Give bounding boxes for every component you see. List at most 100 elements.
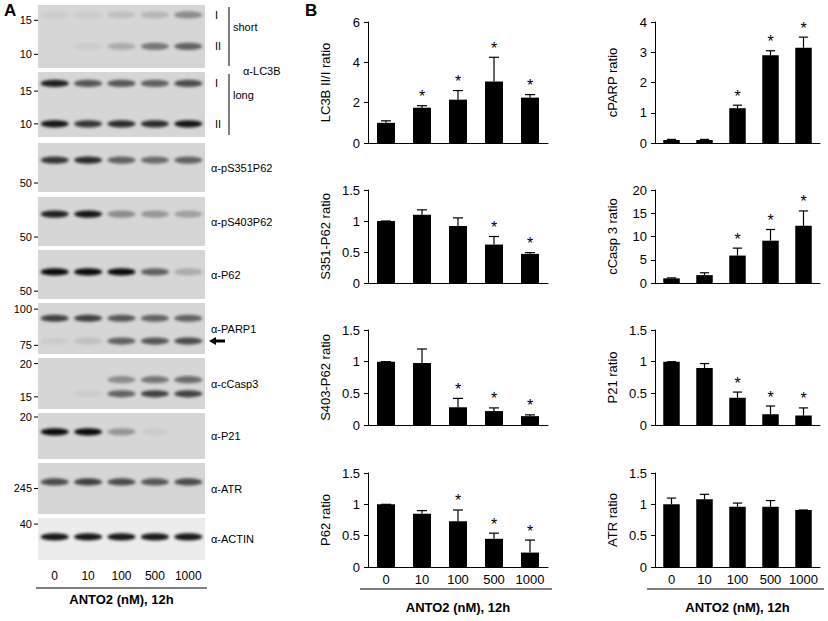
svg-text:15: 15 [20, 85, 32, 97]
svg-text:α-cCasp3: α-cCasp3 [211, 378, 258, 390]
svg-text:cPARP ratio: cPARP ratio [605, 48, 620, 118]
svg-text:1000: 1000 [175, 569, 202, 583]
svg-text:50: 50 [20, 231, 32, 243]
svg-text:4: 4 [353, 55, 360, 70]
svg-text:2: 2 [353, 95, 360, 110]
svg-text:1.5: 1.5 [342, 183, 360, 198]
svg-text:B: B [305, 1, 317, 20]
svg-text:6: 6 [353, 15, 360, 30]
svg-text:*: * [734, 88, 740, 105]
svg-text:*: * [527, 523, 533, 540]
svg-text:0: 0 [640, 560, 647, 575]
svg-text:0: 0 [640, 276, 647, 291]
svg-text:3: 3 [640, 45, 647, 60]
svg-text:1: 1 [640, 105, 647, 120]
svg-text:0: 0 [668, 572, 675, 587]
svg-text:20: 20 [633, 183, 647, 198]
svg-text:A: A [4, 1, 16, 20]
svg-text:short: short [233, 21, 257, 33]
svg-text:*: * [767, 389, 773, 406]
svg-text:*: * [527, 397, 533, 414]
svg-text:0.5: 0.5 [342, 245, 360, 260]
svg-text:*: * [527, 77, 533, 94]
svg-text:ANTO2 (nM), 12h: ANTO2 (nM), 12h [406, 600, 511, 615]
svg-text:15: 15 [633, 206, 647, 221]
svg-text:10: 10 [20, 118, 32, 130]
svg-text:0: 0 [640, 418, 647, 433]
svg-text:*: * [734, 231, 740, 248]
svg-text:1: 1 [353, 214, 360, 229]
svg-text:α-pS403P62: α-pS403P62 [211, 216, 272, 228]
svg-text:S351-P62 ratio: S351-P62 ratio [318, 193, 333, 280]
svg-text:1000: 1000 [789, 572, 818, 587]
svg-text:cCasp 3 ratio: cCasp 3 ratio [605, 198, 620, 275]
svg-text:50: 50 [20, 285, 32, 297]
svg-text:5: 5 [640, 252, 647, 267]
svg-text:20: 20 [20, 358, 32, 370]
svg-text:α-ATR: α-ATR [211, 483, 242, 495]
svg-text:*: * [800, 390, 806, 407]
svg-text:ANTO2 (nM), 12h: ANTO2 (nM), 12h [685, 600, 790, 615]
svg-text:*: * [527, 235, 533, 252]
svg-text:1: 1 [640, 354, 647, 369]
svg-text:1: 1 [353, 497, 360, 512]
svg-text:4: 4 [640, 15, 647, 30]
svg-text:ATR ratio: ATR ratio [605, 493, 620, 547]
svg-text:S403-P62 ratio: S403-P62 ratio [318, 334, 333, 421]
svg-text:100: 100 [447, 572, 469, 587]
svg-text:20: 20 [20, 411, 32, 423]
svg-text:1.5: 1.5 [342, 323, 360, 338]
svg-text:500: 500 [483, 572, 505, 587]
svg-text:0.5: 0.5 [342, 386, 360, 401]
svg-text:10: 10 [415, 572, 429, 587]
svg-text:α-P21: α-P21 [211, 430, 241, 442]
svg-text:II: II [215, 118, 221, 130]
svg-text:0: 0 [640, 136, 647, 151]
svg-text:1: 1 [640, 497, 647, 512]
svg-text:*: * [491, 219, 497, 236]
svg-text:α-P62: α-P62 [211, 269, 241, 281]
svg-text:0: 0 [353, 418, 360, 433]
svg-text:0: 0 [51, 569, 58, 583]
svg-text:*: * [767, 212, 773, 229]
svg-text:ANTO2 (nM), 12h: ANTO2 (nM), 12h [69, 592, 174, 607]
svg-text:α-PARP1: α-PARP1 [211, 323, 256, 335]
svg-text:*: * [491, 390, 497, 407]
svg-text:1000: 1000 [516, 572, 545, 587]
svg-text:*: * [419, 88, 425, 105]
svg-text:α-pS351P62: α-pS351P62 [211, 162, 272, 174]
svg-text:10: 10 [81, 569, 95, 583]
svg-text:75: 75 [20, 339, 32, 351]
svg-text:1.5: 1.5 [629, 466, 647, 481]
svg-text:*: * [800, 193, 806, 210]
svg-text:10: 10 [697, 572, 711, 587]
svg-text:I: I [215, 9, 218, 21]
svg-text:*: * [455, 381, 461, 398]
svg-text:*: * [734, 375, 740, 392]
svg-text:0: 0 [353, 136, 360, 151]
svg-text:P62 ratio: P62 ratio [318, 494, 333, 546]
svg-text:100: 100 [111, 569, 131, 583]
svg-text:0.5: 0.5 [629, 386, 647, 401]
svg-text:1.5: 1.5 [342, 466, 360, 481]
svg-text:*: * [455, 492, 461, 509]
svg-text:I: I [215, 77, 218, 89]
svg-text:LC3B II/I ratio: LC3B II/I ratio [318, 43, 333, 122]
svg-text:0: 0 [353, 560, 360, 575]
svg-text:50: 50 [20, 177, 32, 189]
svg-text:0.5: 0.5 [629, 528, 647, 543]
svg-text:0: 0 [382, 572, 389, 587]
svg-text:*: * [767, 33, 773, 50]
svg-text:long: long [233, 89, 254, 101]
svg-text:0: 0 [353, 276, 360, 291]
svg-text:P21 ratio: P21 ratio [605, 351, 620, 403]
svg-text:245: 245 [14, 482, 32, 494]
svg-text:*: * [455, 73, 461, 90]
svg-text:2: 2 [640, 75, 647, 90]
svg-text:100: 100 [14, 303, 32, 315]
svg-text:40: 40 [20, 518, 32, 530]
svg-text:*: * [491, 516, 497, 533]
svg-text:10: 10 [20, 48, 32, 60]
svg-text:II: II [215, 40, 221, 52]
svg-text:500: 500 [760, 572, 782, 587]
